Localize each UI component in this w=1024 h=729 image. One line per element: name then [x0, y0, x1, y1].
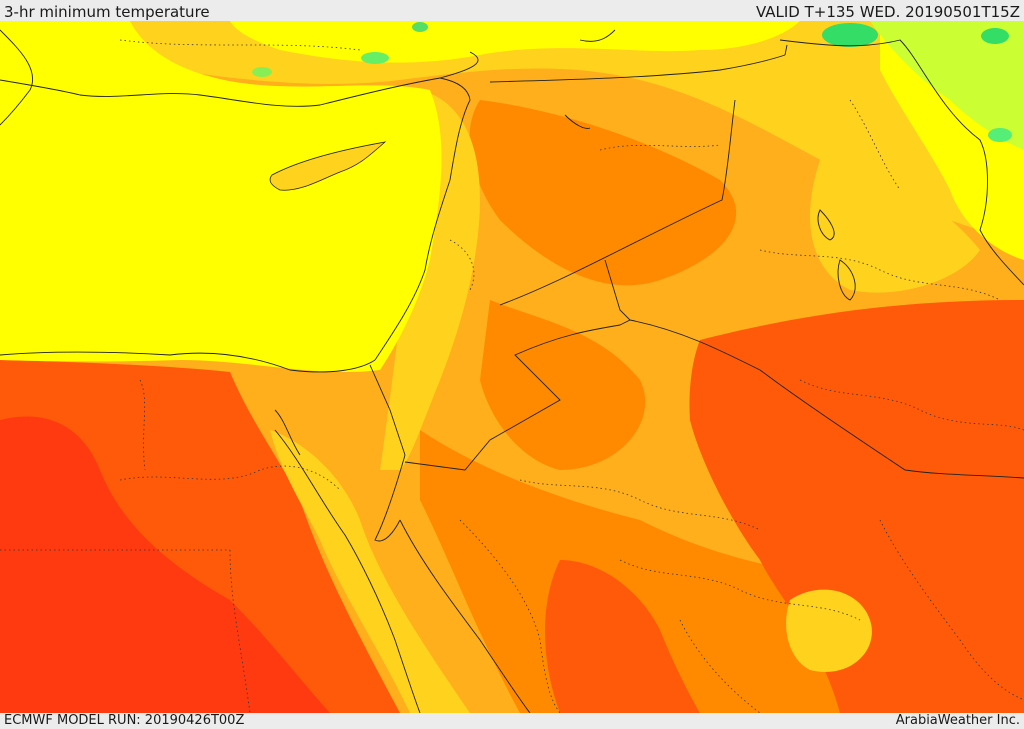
field-jordan-dark	[480, 300, 646, 470]
field-green-6	[412, 22, 428, 32]
field-green-1	[822, 23, 878, 47]
admin-boundaries	[0, 39, 1024, 713]
field-med-yellow	[0, 21, 442, 373]
field-east-red-orange	[689, 300, 1024, 713]
field-south-light	[786, 589, 872, 672]
field-green-4	[361, 52, 389, 64]
header-bar: 3-hr minimum temperature VALID T+135 WED…	[0, 0, 1024, 21]
coastlines	[0, 29, 1024, 713]
field-ne-yellow-green	[870, 21, 1024, 150]
field-green-5	[252, 67, 272, 77]
cyprus-island	[269, 141, 387, 191]
temperature-map-svg	[0, 21, 1024, 713]
model-run: ECMWF MODEL RUN: 20190426T00Z	[4, 713, 245, 728]
field-levant-light	[380, 90, 480, 470]
field-green-2	[981, 28, 1009, 44]
field-egypt-red	[0, 416, 330, 713]
valid-time: VALID T+135 WED. 20190501T15Z	[755, 3, 1020, 21]
field-green-3	[988, 128, 1012, 142]
field-sinai-orange	[270, 430, 470, 713]
footer-bar: ECMWF MODEL RUN: 20190426T00Z ArabiaWeat…	[0, 713, 1024, 729]
field-iran-light	[810, 160, 980, 293]
political-borders	[369, 44, 1024, 479]
field-syria-dark	[469, 100, 737, 286]
field-north-light	[120, 21, 1024, 240]
credit-label: ArabiaWeather Inc.	[895, 713, 1020, 728]
map-title: 3-hr minimum temperature	[4, 3, 210, 21]
weather-map[interactable]	[0, 21, 1024, 713]
field-saudi-red-orange	[545, 560, 700, 713]
